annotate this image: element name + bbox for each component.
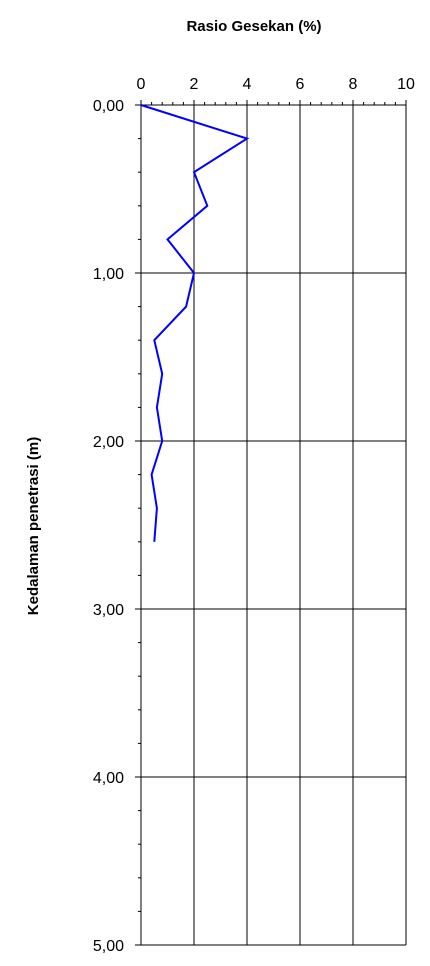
y-tick-label: 5,00 bbox=[93, 938, 124, 955]
chart-title: Rasio Gesekan (%) bbox=[186, 18, 321, 35]
x-tick-label: 0 bbox=[137, 76, 146, 93]
x-tick-label: 4 bbox=[243, 76, 252, 93]
y-tick-label: 3,00 bbox=[93, 602, 124, 619]
y-axis-label: Kedalaman penetrasi (m) bbox=[25, 437, 42, 615]
x-tick-label: 6 bbox=[296, 76, 305, 93]
x-tick-label: 2 bbox=[190, 76, 199, 93]
y-tick-label: 1,00 bbox=[93, 266, 124, 283]
y-tick-label: 0,00 bbox=[93, 98, 124, 115]
y-tick-label: 2,00 bbox=[93, 434, 124, 451]
x-tick-label: 8 bbox=[349, 76, 358, 93]
y-tick-label: 4,00 bbox=[93, 770, 124, 787]
x-tick-label: 10 bbox=[397, 76, 415, 93]
